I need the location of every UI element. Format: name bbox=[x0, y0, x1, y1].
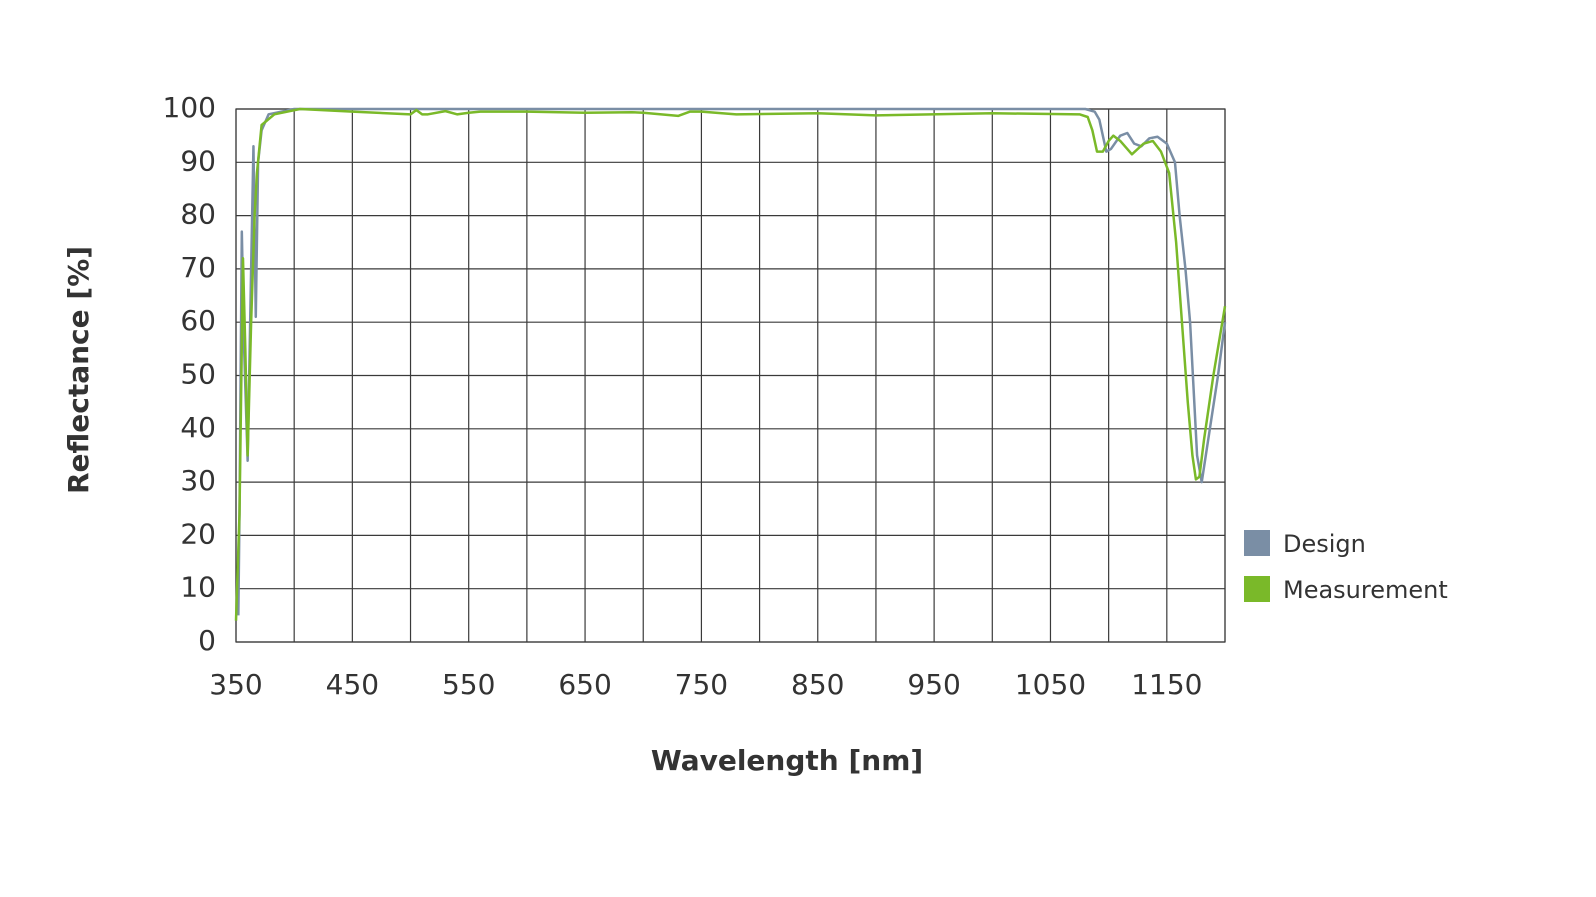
x-tick-label: 450 bbox=[326, 668, 379, 701]
y-tick-label: 30 bbox=[180, 464, 216, 497]
x-tick-label: 1150 bbox=[1131, 668, 1202, 701]
data-line bbox=[234, 107, 1227, 621]
y-tick-label: 60 bbox=[180, 304, 216, 337]
y-tick-label: 40 bbox=[180, 411, 216, 444]
y-axis-title: Reflectance [%] bbox=[62, 246, 95, 494]
y-tick-label: 100 bbox=[163, 91, 216, 124]
legend-label: Design bbox=[1283, 530, 1366, 558]
x-tick-label: 950 bbox=[907, 668, 960, 701]
data-line bbox=[237, 107, 1227, 616]
y-tick-label: 50 bbox=[180, 358, 216, 391]
y-tick-label: 90 bbox=[180, 144, 216, 177]
legend-label: Measurement bbox=[1283, 576, 1448, 604]
x-tick-label: 650 bbox=[558, 668, 611, 701]
x-tick-label: 550 bbox=[442, 668, 495, 701]
y-tick-label: 0 bbox=[198, 624, 216, 657]
x-tick-label: 1050 bbox=[1015, 668, 1086, 701]
x-tick-label: 350 bbox=[209, 668, 262, 701]
legend-swatch bbox=[1244, 530, 1270, 556]
y-tick-label: 70 bbox=[180, 251, 216, 284]
legend-swatch bbox=[1244, 576, 1270, 602]
y-tick-label: 80 bbox=[180, 198, 216, 231]
y-tick-label: 10 bbox=[180, 571, 216, 604]
x-axis-title: Wavelength [nm] bbox=[651, 744, 923, 777]
x-tick-label: 750 bbox=[675, 668, 728, 701]
y-tick-label: 20 bbox=[180, 517, 216, 550]
x-tick-label: 850 bbox=[791, 668, 844, 701]
